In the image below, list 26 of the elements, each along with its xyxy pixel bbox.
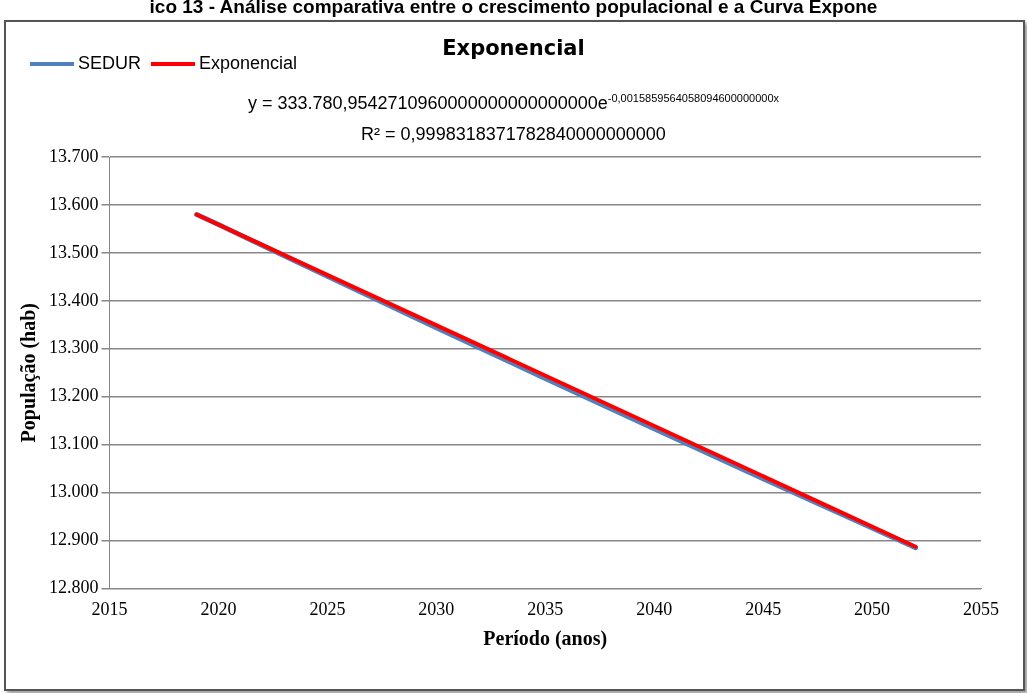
x-tick-label: 2050 [854, 598, 891, 619]
x-axis-title: Período (anos) [483, 627, 608, 651]
x-tick-label: 2035 [527, 598, 564, 619]
legend-label: Exponencial [198, 53, 298, 74]
y-tick-label: 12.900 [49, 529, 99, 550]
y-axis-title: População (hab) [17, 302, 41, 443]
x-tick-label: 2015 [91, 598, 128, 619]
legend-label: SEDUR [77, 53, 142, 74]
y-tick-label: 13.100 [49, 433, 99, 454]
chart-title: Exponencial [442, 36, 585, 60]
text: y = 333.780,9542710960000000000000000e$^{-0,0015859564058094600000000x}$ [246, 92, 781, 114]
y-tick-label: 13.500 [49, 241, 99, 262]
y-tick-label: 13.000 [49, 481, 99, 502]
y-tick-label: 13.300 [49, 337, 99, 358]
y-tick-label: 13.600 [49, 193, 99, 214]
x-tick-label: 2020 [200, 598, 237, 619]
y-tick-label: 13.200 [49, 385, 99, 406]
x-tick-label: 2025 [309, 598, 346, 619]
y-tick-label: 13.700 [49, 145, 99, 166]
x-tick-label: 2055 [963, 598, 999, 619]
y-tick-label: 12.800 [49, 577, 99, 598]
x-tick-label: 2040 [636, 598, 673, 619]
x-tick-label: 2030 [418, 598, 455, 619]
x-tick-label: 2045 [745, 598, 782, 619]
y-tick-label: 13.400 [49, 289, 99, 310]
text: R² = 0,9998318371782840000000000 [360, 124, 667, 145]
